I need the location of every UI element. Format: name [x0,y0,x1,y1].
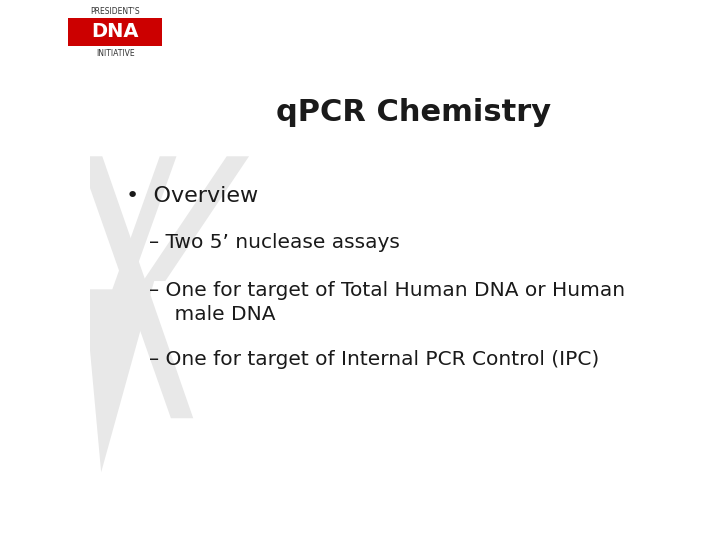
Polygon shape [79,156,193,418]
Text: – One for target of Total Human DNA or Human
    male DNA: – One for target of Total Human DNA or H… [148,281,625,324]
Polygon shape [143,156,249,281]
FancyBboxPatch shape [68,18,162,46]
Polygon shape [84,156,176,473]
Text: INITIATIVE: INITIATIVE [96,49,135,58]
Text: •  Overview: • Overview [126,186,258,206]
Text: – One for target of Internal PCR Control (IPC): – One for target of Internal PCR Control… [148,350,599,369]
Text: qPCR Chemistry: qPCR Chemistry [276,98,552,127]
Text: – Two 5’ nuclease assays: – Two 5’ nuclease assays [148,233,400,252]
Text: DNA: DNA [91,23,139,42]
Text: PRESIDENT'S: PRESIDENT'S [91,7,140,16]
